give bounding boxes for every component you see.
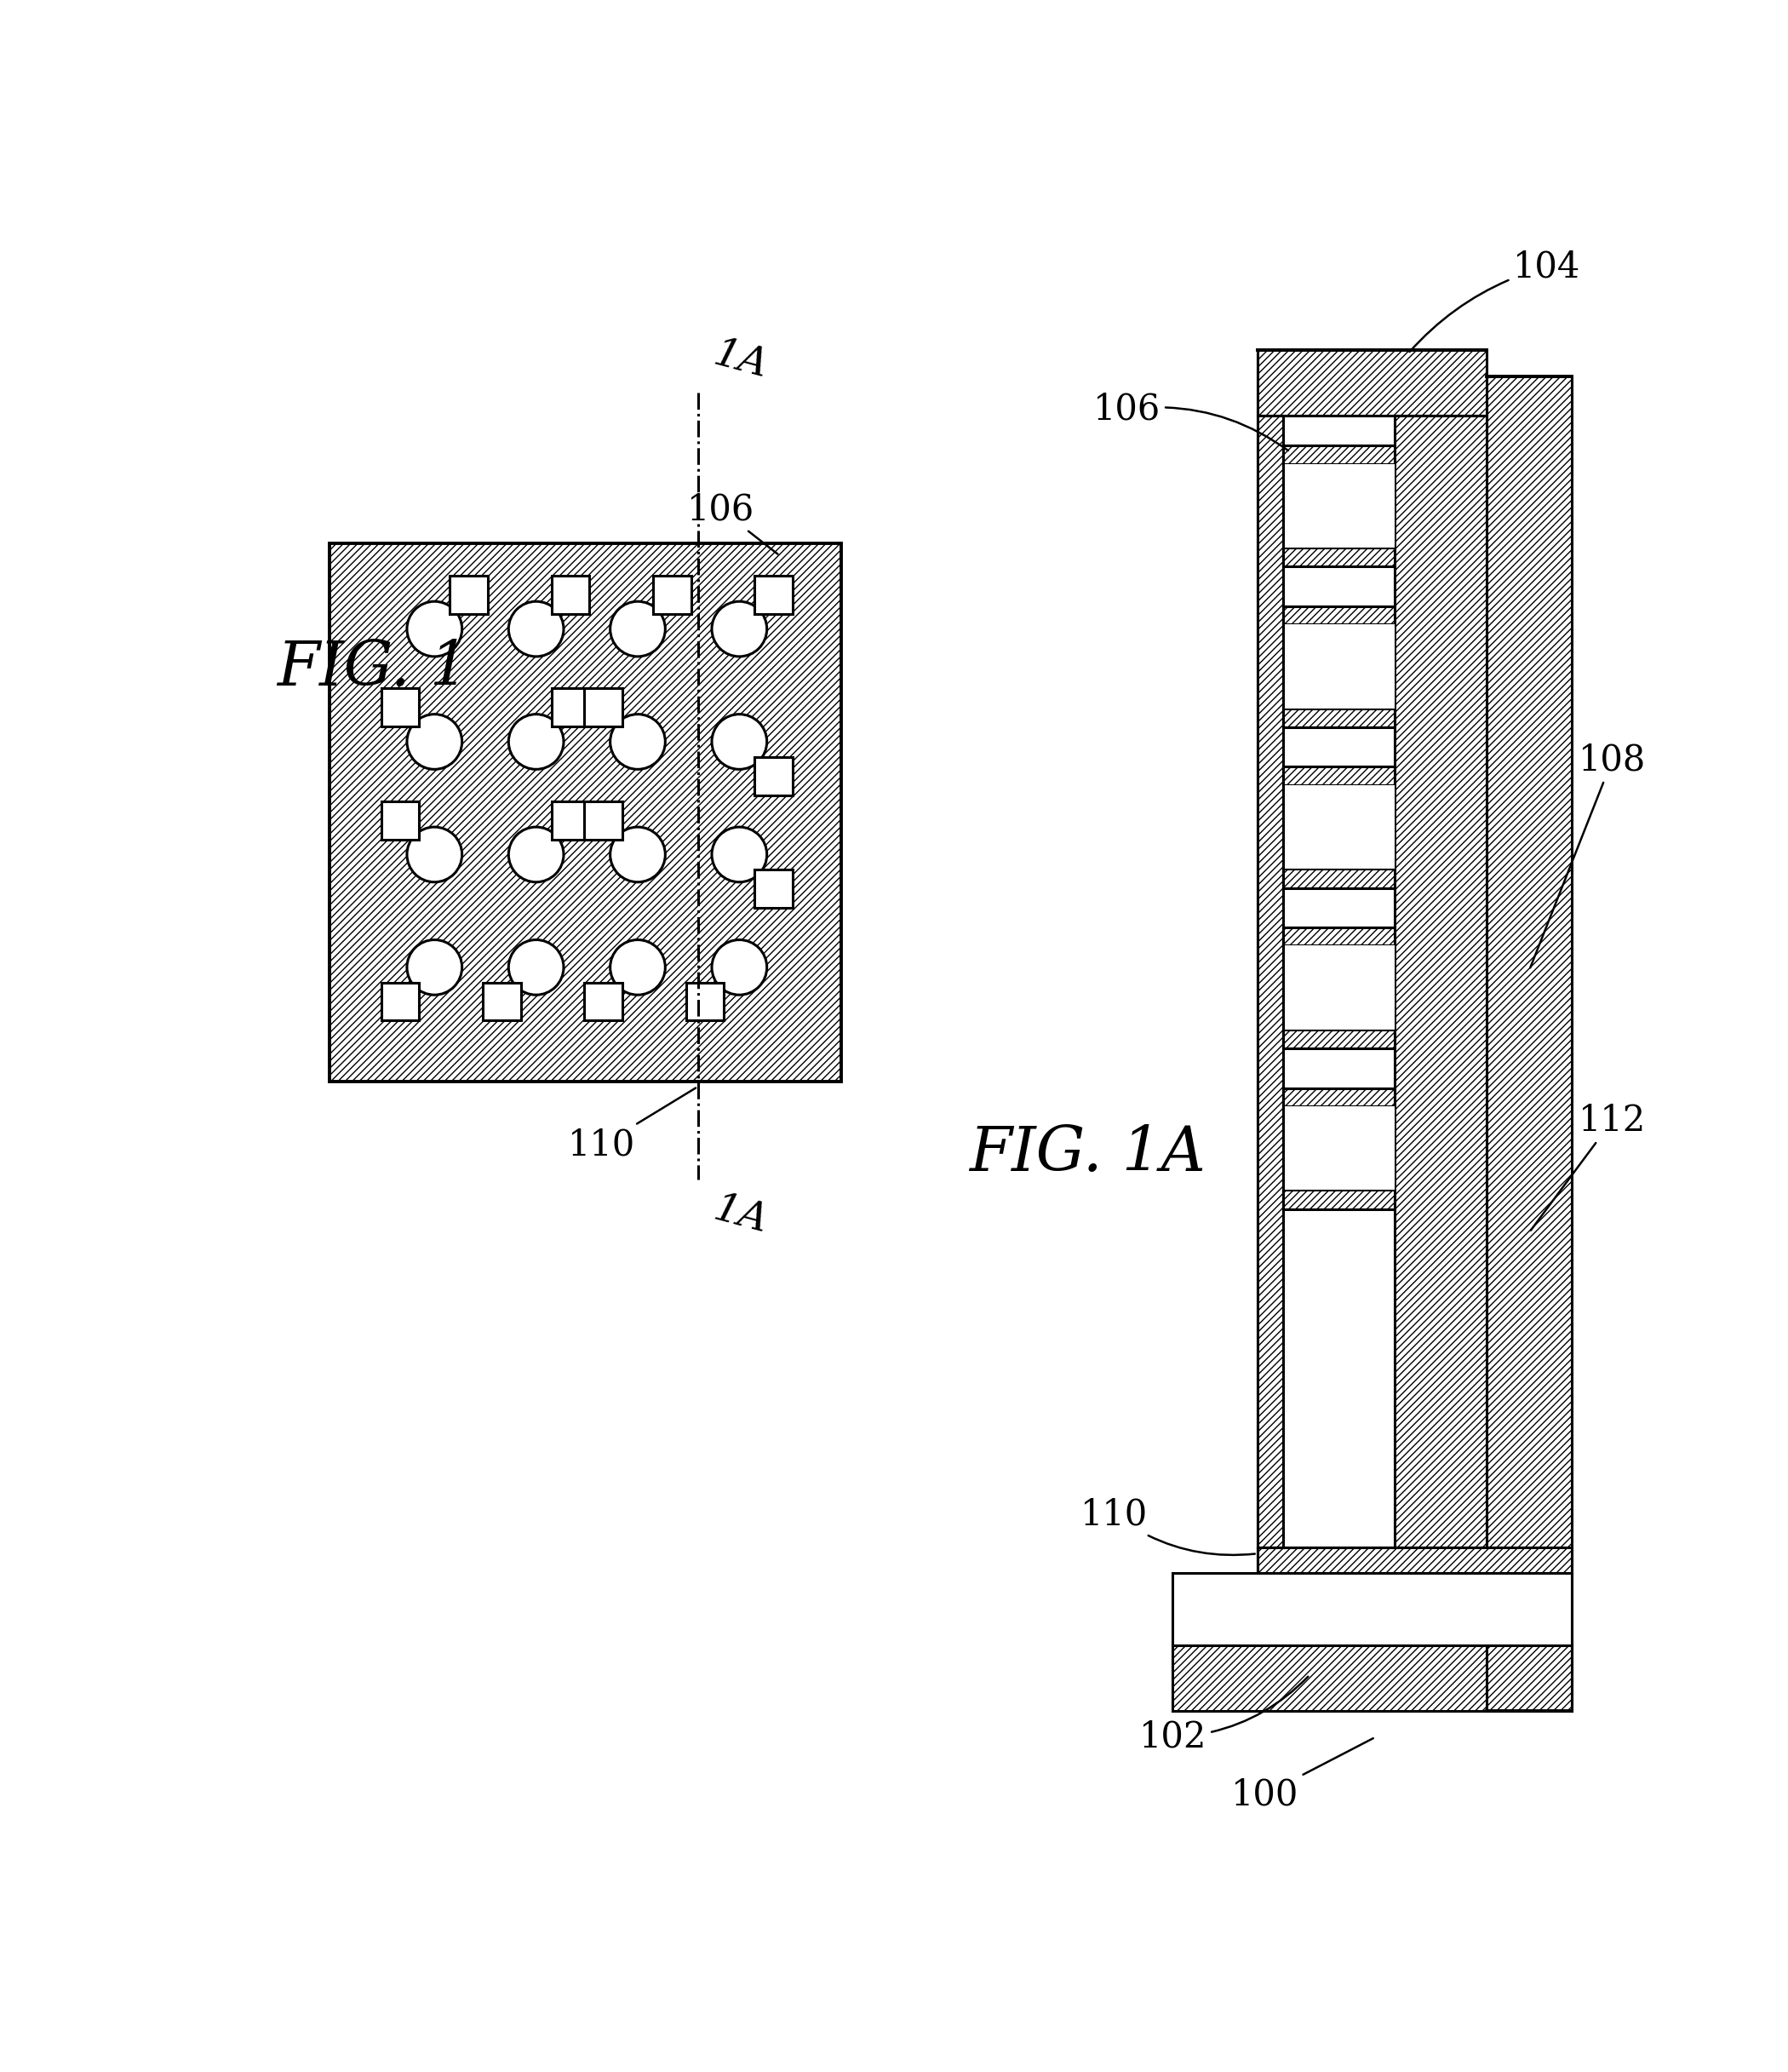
Bar: [1284, 624, 1395, 709]
Bar: [1488, 377, 1572, 1711]
Bar: [1284, 1106, 1395, 1191]
Bar: [1284, 445, 1395, 464]
Circle shape: [408, 941, 461, 995]
Bar: [1284, 928, 1395, 945]
Bar: [755, 756, 792, 796]
Circle shape: [508, 715, 563, 769]
Bar: [585, 982, 622, 1021]
Text: 104: 104: [1409, 249, 1581, 352]
Bar: [1284, 1191, 1395, 1210]
Text: 112: 112: [1531, 1102, 1647, 1231]
Circle shape: [408, 827, 461, 883]
Bar: [551, 688, 590, 727]
Bar: [1284, 549, 1395, 566]
Bar: [1284, 464, 1395, 549]
Circle shape: [508, 601, 563, 657]
Circle shape: [712, 941, 767, 995]
Bar: [329, 543, 840, 1082]
Bar: [381, 688, 418, 727]
Circle shape: [610, 715, 665, 769]
Bar: [1257, 416, 1284, 1548]
Bar: [381, 982, 418, 1021]
Bar: [1284, 416, 1395, 1548]
Bar: [1395, 416, 1488, 1548]
Text: 110: 110: [569, 1088, 696, 1162]
Bar: [551, 802, 590, 839]
Bar: [585, 688, 622, 727]
Circle shape: [712, 827, 767, 883]
Circle shape: [610, 601, 665, 657]
Circle shape: [408, 715, 461, 769]
Bar: [1284, 870, 1395, 889]
Bar: [1257, 350, 1488, 416]
Bar: [653, 576, 690, 613]
Circle shape: [712, 715, 767, 769]
Bar: [687, 982, 724, 1021]
Circle shape: [408, 601, 461, 657]
Text: 106: 106: [1094, 392, 1287, 450]
Bar: [1284, 945, 1395, 1030]
Bar: [551, 576, 590, 613]
Text: FIG. 1A: FIG. 1A: [969, 1123, 1205, 1183]
Bar: [1257, 1548, 1572, 1573]
Text: 102: 102: [1139, 1676, 1309, 1755]
Bar: [755, 870, 792, 908]
Text: 1A: 1A: [710, 1189, 772, 1241]
Bar: [585, 802, 622, 839]
Circle shape: [712, 601, 767, 657]
Bar: [1284, 1030, 1395, 1048]
Bar: [1173, 1645, 1572, 1711]
Bar: [755, 576, 792, 613]
Text: 100: 100: [1232, 1738, 1373, 1813]
Circle shape: [508, 827, 563, 883]
Bar: [381, 802, 418, 839]
Circle shape: [508, 941, 563, 995]
Bar: [1284, 605, 1395, 624]
Bar: [483, 982, 520, 1021]
Bar: [1284, 767, 1395, 785]
Bar: [1284, 709, 1395, 727]
Circle shape: [610, 827, 665, 883]
Text: 108: 108: [1531, 742, 1647, 968]
Circle shape: [610, 941, 665, 995]
Text: 1A: 1A: [710, 336, 772, 385]
Bar: [1284, 1088, 1395, 1106]
Text: FIG. 1: FIG. 1: [277, 638, 468, 698]
Text: 106: 106: [687, 491, 778, 553]
Bar: [1284, 785, 1395, 870]
Text: 110: 110: [1080, 1496, 1255, 1554]
Bar: [1173, 1573, 1572, 1645]
Bar: [451, 576, 488, 613]
